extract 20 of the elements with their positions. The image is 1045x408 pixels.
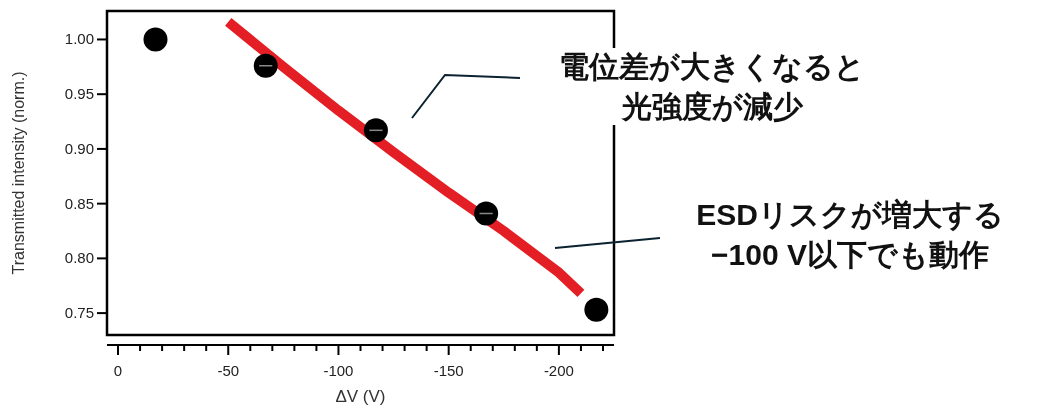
y-tick-label: 0.80 — [64, 249, 94, 267]
point — [363, 118, 388, 143]
y-tick-label: 0.95 — [64, 85, 94, 103]
annotation: 電位差が大きくなると光強度が減少 — [559, 50, 865, 123]
x-tick-label: 0 — [113, 362, 123, 379]
y-tick-label: 1.00 — [64, 30, 94, 48]
point — [474, 201, 499, 226]
x-tick-label: -50 — [217, 362, 240, 379]
x-tick-label: -200 — [543, 362, 574, 379]
y-tick-label: 0.90 — [64, 139, 94, 157]
y-tick-label: 0.75 — [64, 304, 94, 322]
x-tick-label: -100 — [323, 362, 354, 379]
y-tick-label: 0.85 — [64, 194, 94, 212]
point — [253, 53, 278, 78]
point — [584, 297, 609, 322]
x-tick-label: -150 — [433, 362, 464, 379]
text: ESDリスクが増大する −100 V以下でも動作 — [696, 198, 1004, 271]
point — [143, 27, 168, 52]
x-axis-title: ΔV (V) — [335, 387, 386, 406]
y-axis-title: Transmitted intensity (norm.) — [10, 71, 27, 275]
